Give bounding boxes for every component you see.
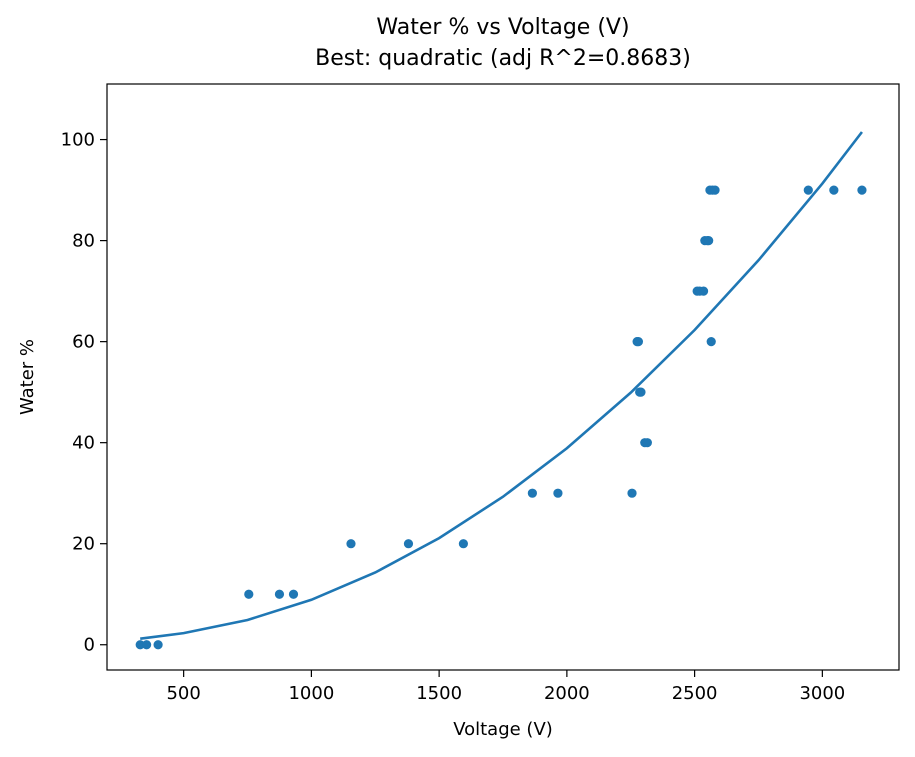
x-tick-label: 1500 bbox=[416, 683, 462, 704]
scatter-point bbox=[403, 539, 414, 549]
x-tick-label: 3000 bbox=[799, 683, 845, 704]
scatter-point bbox=[857, 185, 867, 195]
scatter-point bbox=[710, 185, 720, 195]
x-tick-label: 1000 bbox=[288, 683, 334, 704]
x-tick-label: 2500 bbox=[672, 683, 718, 704]
y-tick-label: 40 bbox=[72, 433, 95, 454]
scatter-point bbox=[704, 236, 714, 246]
scatter-point bbox=[142, 640, 152, 650]
chart-subtitle: Best: quadratic (adj R^2=0.8683) bbox=[315, 46, 691, 71]
scatter-point bbox=[627, 488, 637, 498]
scatter-point bbox=[458, 539, 468, 549]
fit-curve bbox=[140, 131, 863, 640]
scatter-point bbox=[642, 438, 652, 448]
scatter-point bbox=[829, 185, 839, 195]
y-tick-label: 20 bbox=[72, 534, 95, 555]
scatter-point bbox=[803, 185, 813, 195]
scatter-point bbox=[274, 589, 285, 599]
plot-frame bbox=[106, 83, 900, 671]
x-tick-label: 2000 bbox=[544, 683, 590, 704]
x-tick-label: 500 bbox=[166, 683, 200, 704]
scatter-point bbox=[553, 488, 563, 498]
scatter-point bbox=[527, 488, 537, 498]
scatter-point bbox=[706, 337, 716, 347]
fit-curve-layer bbox=[140, 131, 863, 640]
scatter-point bbox=[633, 337, 644, 347]
scatter-points-layer bbox=[135, 185, 867, 650]
x-axis-label: Voltage (V) bbox=[453, 719, 553, 740]
chart-title: Water % vs Voltage (V) bbox=[376, 15, 629, 40]
scatter-point bbox=[346, 539, 356, 549]
scatter-point bbox=[244, 589, 254, 599]
y-axis-ticks: 0 20 40 60 80 100 bbox=[61, 130, 107, 656]
scatter-point bbox=[135, 640, 145, 650]
y-tick-label: 80 bbox=[72, 231, 95, 252]
x-axis-ticks: 500 1000 1500 2000 2500 3000 bbox=[166, 670, 845, 704]
scatter-point bbox=[288, 589, 299, 599]
scatter-point bbox=[636, 387, 646, 397]
y-tick-label: 60 bbox=[72, 332, 95, 353]
scatter-point bbox=[698, 286, 709, 296]
scatter-point bbox=[153, 640, 163, 650]
y-axis-label: Water % bbox=[17, 339, 38, 415]
y-tick-label: 0 bbox=[84, 635, 95, 656]
y-tick-label: 100 bbox=[61, 130, 95, 151]
